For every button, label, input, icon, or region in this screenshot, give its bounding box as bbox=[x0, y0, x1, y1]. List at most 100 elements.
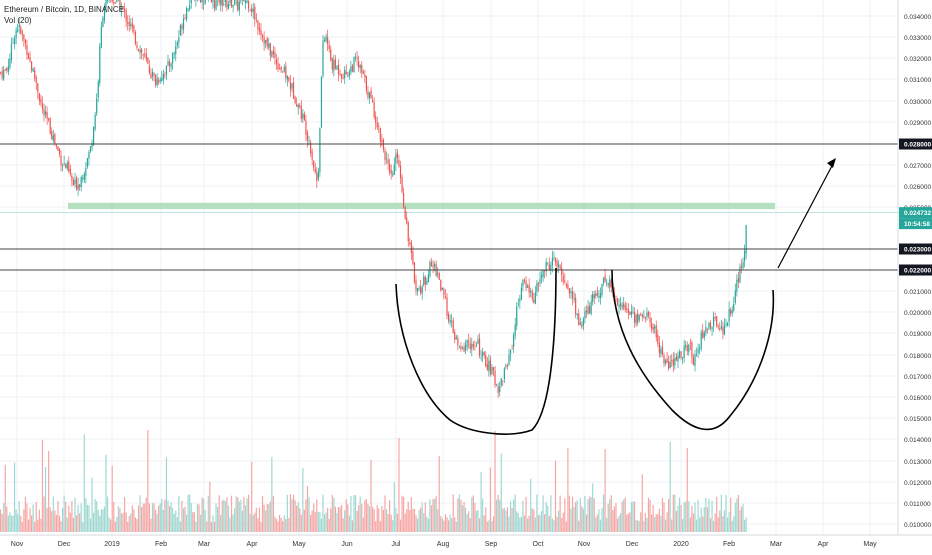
candle-body bbox=[575, 297, 577, 315]
volume-bar bbox=[396, 513, 398, 532]
candle-body bbox=[370, 90, 372, 99]
candle-body bbox=[621, 305, 623, 309]
candle-body bbox=[669, 362, 671, 368]
candle-body bbox=[694, 354, 696, 367]
candle-body bbox=[700, 332, 702, 349]
candle-body bbox=[75, 178, 78, 190]
volume-bar bbox=[3, 503, 5, 532]
candle-body bbox=[412, 251, 414, 264]
candle-body bbox=[199, 0, 202, 2]
volume-bar bbox=[544, 514, 546, 532]
time-tick-label: Nov bbox=[11, 541, 24, 548]
volume-bar bbox=[229, 517, 231, 532]
candle-body bbox=[602, 277, 605, 284]
candle-body bbox=[478, 338, 481, 356]
candle-body bbox=[288, 77, 290, 81]
volume-bar bbox=[310, 514, 312, 532]
candle-body bbox=[488, 360, 490, 371]
candle-body bbox=[438, 273, 440, 280]
candle-body bbox=[465, 345, 467, 351]
volume-bar bbox=[640, 512, 642, 532]
price-tick-label: 0.016000 bbox=[904, 395, 931, 402]
volume-bar bbox=[134, 517, 137, 532]
candle-body bbox=[525, 280, 527, 289]
candle-body bbox=[564, 280, 566, 283]
candle-body bbox=[34, 70, 36, 79]
candle-body bbox=[393, 164, 395, 175]
volume-bar bbox=[534, 517, 536, 532]
volume-bar bbox=[559, 495, 561, 532]
volume-bar bbox=[131, 505, 133, 532]
volume-bar bbox=[421, 502, 423, 532]
candle-body bbox=[720, 326, 722, 329]
volume-bar bbox=[725, 494, 727, 532]
volume-bar bbox=[482, 498, 484, 532]
volume-bar bbox=[199, 514, 202, 532]
volume-bar bbox=[438, 455, 440, 532]
volume-bar bbox=[282, 520, 284, 532]
price-tick-label: 0.027000 bbox=[904, 163, 931, 170]
candle-body bbox=[127, 22, 129, 24]
candle-body bbox=[227, 3, 230, 10]
volume-bar bbox=[221, 500, 223, 532]
candle-body bbox=[189, 5, 191, 10]
candle-body bbox=[733, 304, 735, 311]
candle-body bbox=[221, 0, 223, 6]
volume-bar bbox=[280, 517, 282, 532]
candle-body bbox=[396, 152, 398, 158]
candle-body bbox=[561, 268, 563, 276]
volume-bar bbox=[457, 498, 459, 532]
candle-body bbox=[644, 316, 646, 319]
candle-body bbox=[540, 274, 543, 279]
symbol-title[interactable]: Ethereum / Bitcoin, 1D, BINANCE bbox=[4, 5, 125, 14]
volume-bar bbox=[649, 499, 651, 532]
volume-bar bbox=[331, 495, 333, 532]
volume-bar bbox=[618, 515, 620, 532]
price-tick-label: 0.026000 bbox=[904, 184, 931, 191]
volume-bar bbox=[516, 511, 518, 532]
candle-body bbox=[590, 301, 592, 315]
candle-body bbox=[723, 325, 726, 336]
volume-bar bbox=[48, 450, 50, 532]
candle-body bbox=[404, 207, 406, 220]
candle-body bbox=[613, 292, 615, 296]
candle-body bbox=[576, 313, 578, 316]
volume-bar bbox=[365, 498, 367, 532]
volume-bar bbox=[354, 495, 357, 532]
candle-body bbox=[697, 349, 699, 353]
candle-body bbox=[182, 18, 185, 30]
candle-body bbox=[596, 292, 598, 296]
candle-body bbox=[43, 108, 45, 116]
candle-body bbox=[232, 4, 234, 8]
chart-header: Ethereum / Bitcoin, 1D, BINANCE Vol (20) bbox=[4, 4, 124, 26]
candle-body bbox=[69, 169, 71, 175]
volume-bar bbox=[370, 459, 372, 532]
volume-indicator-label[interactable]: Vol (20) bbox=[4, 16, 32, 25]
candle-body bbox=[595, 293, 597, 296]
volume-bar bbox=[10, 515, 13, 532]
candle-body bbox=[443, 289, 445, 296]
candle-body bbox=[637, 313, 639, 323]
volume-bar bbox=[175, 510, 177, 532]
volume-bar bbox=[226, 497, 228, 532]
volume-bar bbox=[102, 509, 104, 532]
candle-body bbox=[702, 330, 704, 338]
volume-bar bbox=[601, 508, 603, 532]
candle-body bbox=[345, 71, 347, 75]
volume-bar bbox=[675, 511, 677, 532]
candle-body bbox=[122, 6, 124, 10]
candle-body bbox=[32, 68, 34, 72]
candle-body bbox=[444, 295, 447, 297]
volume-bar bbox=[198, 504, 200, 532]
volume-bar bbox=[24, 496, 26, 532]
candle-body bbox=[291, 83, 293, 89]
candle-body bbox=[434, 263, 436, 267]
time-tick-label: Sep bbox=[485, 541, 498, 548]
candle-body bbox=[203, 3, 205, 4]
candle-body bbox=[606, 281, 608, 283]
volume-bar bbox=[29, 508, 31, 532]
volume-bar bbox=[695, 519, 698, 532]
volume-bars bbox=[0, 429, 747, 532]
candle-body bbox=[672, 359, 674, 366]
volume-bar bbox=[303, 509, 305, 532]
